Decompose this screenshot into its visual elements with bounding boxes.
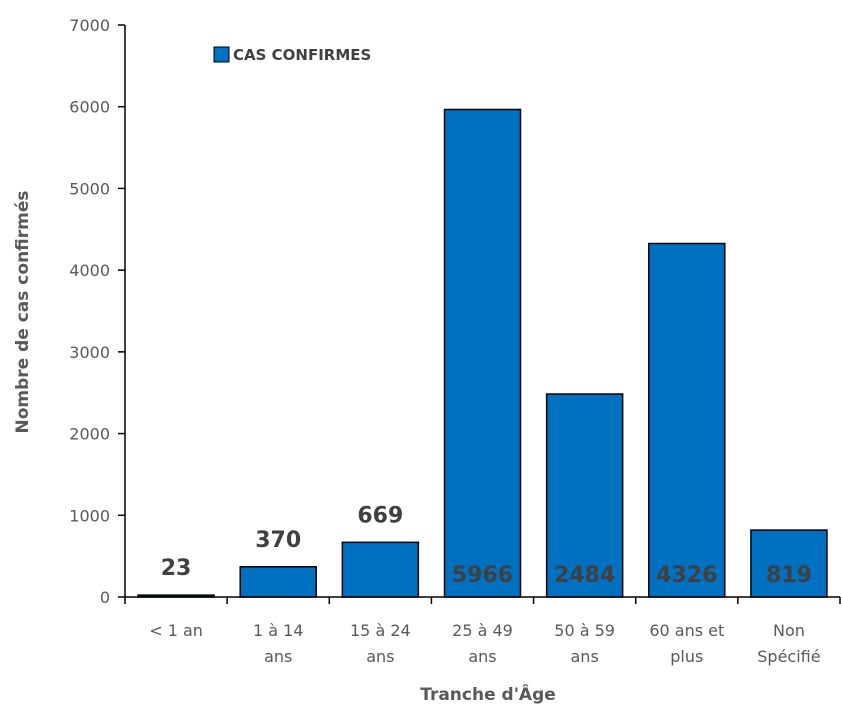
x-tick-label: 15 à 24 (350, 621, 411, 640)
x-tick-label: plus (670, 647, 703, 666)
bars (137, 108, 828, 598)
legend: CAS CONFIRMES (213, 46, 371, 64)
x-tick-label: 1 à 14 (253, 621, 304, 640)
y-tick-label: 3000 (69, 343, 110, 362)
x-axis: < 1 an 1 à 14 ans 15 à 24 ans 25 à 49 ans 50 à … (124, 596, 841, 666)
x-tick-label: ans (264, 647, 292, 666)
bar (443, 108, 522, 598)
data-label: 669 (357, 503, 403, 528)
x-axis-title: Tranche d'Âge (420, 683, 556, 705)
x-tick-label: 25 à 49 (452, 621, 513, 640)
x-tick-label: < 1 an (149, 621, 203, 640)
y-tick-label: 4000 (69, 261, 110, 280)
x-tick-label: ans (468, 647, 496, 666)
x-tick-label: 50 à 59 (554, 621, 615, 640)
x-tick-label: Non (773, 621, 805, 640)
data-label: 4326 (656, 563, 717, 588)
data-label: 370 (255, 528, 301, 553)
bar (239, 566, 317, 598)
x-tick-label: 60 ans et (649, 621, 724, 640)
data-label: 23 (161, 556, 192, 581)
y-tick-label: 6000 (69, 98, 110, 117)
y-axis-title: Nombre de cas confirmés (13, 190, 33, 433)
data-label: 2484 (554, 563, 615, 588)
bar (341, 541, 420, 598)
data-label: 5966 (452, 563, 513, 588)
data-labels: 23 370 669 5966 2484 4326 819 (161, 503, 812, 588)
y-axis: 0 1000 2000 3000 4000 5000 6000 7000 (69, 16, 126, 607)
bar (750, 529, 828, 598)
data-label: 819 (766, 563, 812, 588)
bar (545, 393, 624, 598)
y-tick-label: 0 (100, 588, 110, 607)
legend-label: CAS CONFIRMES (233, 46, 371, 64)
x-tick-label: ans (571, 647, 599, 666)
y-tick-label: 7000 (69, 16, 110, 35)
bar (648, 242, 726, 598)
legend-swatch (213, 46, 230, 63)
y-tick-label: 2000 (69, 425, 110, 444)
y-tick-label: 1000 (69, 506, 110, 525)
x-tick-label: Spécifié (757, 647, 820, 666)
y-tick-label: 5000 (69, 179, 110, 198)
x-tick-label: ans (366, 647, 394, 666)
